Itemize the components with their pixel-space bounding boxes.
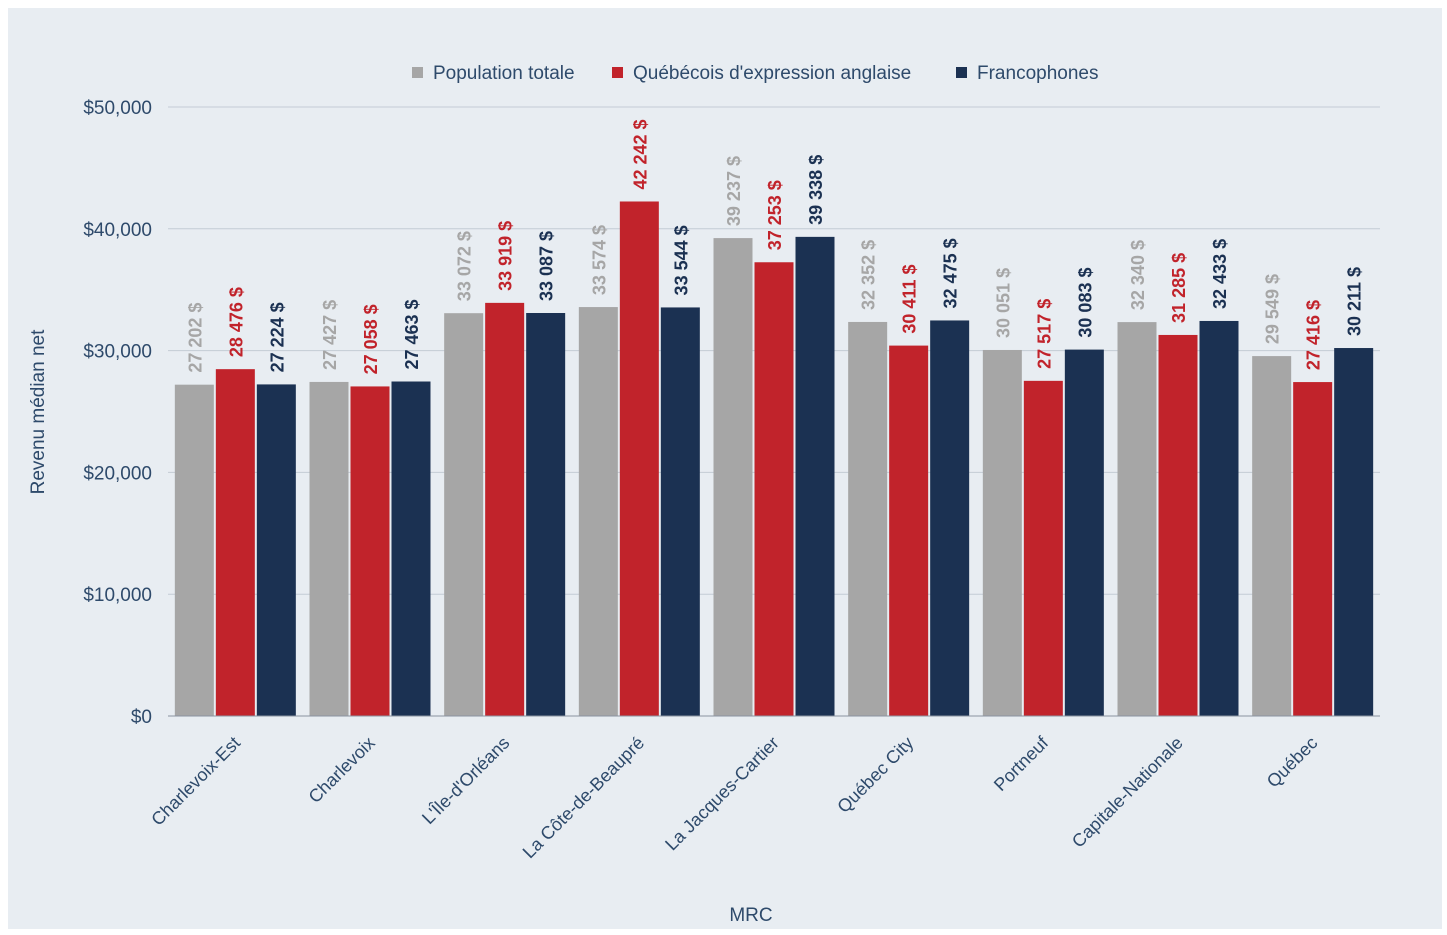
- data-label: 32 475 $: [941, 238, 961, 308]
- bar: [1252, 356, 1292, 716]
- data-label: 27 058 $: [361, 304, 381, 374]
- data-label: 37 253 $: [765, 180, 785, 250]
- data-label: 27 224 $: [267, 302, 287, 372]
- legend-label: Francophones: [977, 63, 1098, 84]
- data-label: 33 919 $: [496, 221, 516, 291]
- legend-swatch: [612, 67, 623, 78]
- data-label: 32 340 $: [1128, 240, 1148, 310]
- bar: [982, 349, 1022, 716]
- bars: [174, 201, 1374, 717]
- y-tick-label: $0: [131, 707, 152, 728]
- bar: [526, 313, 566, 716]
- bar: [1334, 348, 1374, 716]
- x-axis-title: MRC: [729, 905, 772, 926]
- data-label: 33 072 $: [455, 231, 475, 301]
- x-axis-ticks: Charlevoix-Est Charlevoix L'Île-d'Orléans L…: [147, 732, 1321, 862]
- bar: [444, 313, 484, 716]
- x-tick-label: Québec: [1263, 733, 1322, 792]
- y-axis-ticks: $0 $10,000 $20,000 $30,000 $40,000 $50,000: [83, 98, 152, 728]
- legend: Population totale Québécois d'expression …: [412, 63, 1098, 84]
- bar: [1199, 320, 1239, 716]
- bar: [174, 384, 214, 716]
- y-tick-label: $40,000: [83, 220, 152, 241]
- y-tick-label: $10,000: [83, 585, 152, 606]
- bar: [1064, 349, 1104, 716]
- bar: [713, 238, 753, 717]
- x-tick-label: La Côte-de-Beaupré: [519, 733, 648, 862]
- bar: [660, 307, 700, 716]
- bar: [889, 345, 929, 716]
- x-tick-label: Capitale-Nationale: [1068, 733, 1187, 852]
- y-axis-title: Revenu médian net: [28, 329, 49, 494]
- data-label: 27 463 $: [402, 299, 422, 369]
- data-label: 42 242 $: [630, 119, 650, 189]
- data-label: 30 411 $: [900, 265, 920, 334]
- bar: [930, 320, 970, 716]
- x-tick-label: L'Île-d'Orléans: [418, 733, 513, 828]
- x-tick-label: Charlevoix-Est: [147, 733, 244, 830]
- data-label: 32 433 $: [1210, 239, 1230, 309]
- legend-label: Québécois d'expression anglaise: [633, 63, 911, 84]
- bar: [578, 307, 618, 716]
- bar: [350, 386, 390, 716]
- bar: [256, 384, 296, 716]
- legend-swatch: [412, 67, 423, 78]
- data-label: 32 352 $: [859, 240, 879, 310]
- data-label: 27 416 $: [1304, 300, 1324, 370]
- x-tick-label: Québec City: [833, 733, 917, 817]
- x-tick-label: La Jacques-Cartier: [661, 733, 783, 855]
- bar: [215, 369, 255, 716]
- data-label: 30 211 $: [1345, 267, 1365, 336]
- x-tick-label: Charlevoix: [305, 733, 379, 807]
- legend-label: Population totale: [433, 63, 575, 84]
- bar: [1117, 322, 1157, 716]
- data-label: 30 083 $: [1075, 268, 1095, 338]
- y-tick-label: $30,000: [83, 342, 152, 363]
- data-labels: 27 202 $ 28 476 $ 27 224 $ 27 427 $ 27 058 $…: [185, 119, 1364, 374]
- legend-swatch: [956, 67, 967, 78]
- bar: [795, 236, 835, 716]
- data-label: 29 549 $: [1263, 274, 1283, 344]
- bar: [309, 381, 349, 716]
- bar: [848, 321, 888, 716]
- data-label: 28 476 $: [226, 287, 246, 357]
- bar: [619, 201, 659, 717]
- x-tick-label: Portneuf: [990, 732, 1053, 795]
- data-label: 27 202 $: [185, 303, 205, 373]
- data-label: 31 285 $: [1169, 253, 1189, 323]
- bar: [1158, 334, 1198, 716]
- data-label: 33 087 $: [537, 231, 557, 301]
- data-label: 33 574 $: [589, 225, 609, 295]
- data-label: 27 427 $: [320, 300, 340, 370]
- data-label: 39 338 $: [806, 155, 826, 225]
- bar: [1023, 380, 1063, 716]
- bar: [754, 262, 794, 716]
- bar: [1293, 382, 1333, 716]
- bar: [485, 302, 525, 716]
- data-label: 27 517 $: [1034, 299, 1054, 369]
- data-label: 33 544 $: [671, 225, 691, 295]
- y-tick-label: $20,000: [83, 463, 152, 484]
- data-label: 39 237 $: [724, 156, 744, 226]
- bar: [391, 381, 431, 716]
- data-label: 30 051 $: [993, 268, 1013, 338]
- y-tick-label: $50,000: [83, 98, 152, 119]
